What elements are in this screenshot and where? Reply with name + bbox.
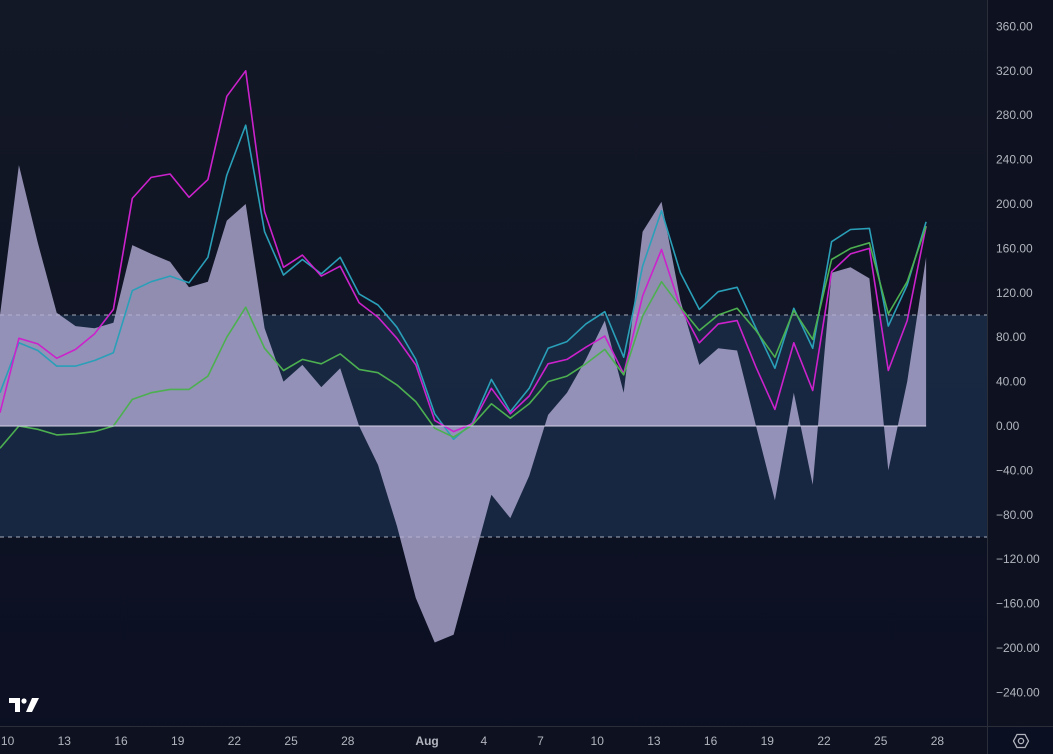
x-tick-label: Aug	[415, 734, 438, 748]
y-tick-label: 200.00	[996, 197, 1033, 211]
x-tick-label: 13	[647, 734, 661, 748]
y-tick-label: 160.00	[996, 241, 1033, 255]
x-tick-label: 7	[537, 734, 544, 748]
settings-icon[interactable]	[1012, 732, 1030, 750]
x-tick-label: 13	[58, 734, 72, 748]
x-tick-label: 25	[874, 734, 888, 748]
x-tick-label: 4	[480, 734, 487, 748]
series-line-2	[0, 70, 927, 433]
price-axis[interactable]	[987, 0, 1053, 726]
y-tick-label: −200.00	[996, 641, 1040, 655]
x-tick-label: 25	[284, 734, 298, 748]
x-tick-label: 10	[591, 734, 605, 748]
y-tick-label: 120.00	[996, 286, 1033, 300]
y-tick-label: −80.00	[996, 508, 1033, 522]
area-series	[0, 165, 927, 643]
y-tick-label: −40.00	[996, 463, 1033, 477]
y-tick-label: −120.00	[996, 552, 1040, 566]
y-tick-label: 0.00	[996, 419, 1020, 433]
time-axis[interactable]	[0, 727, 987, 754]
series-line-3	[0, 225, 927, 449]
x-tick-label: 22	[228, 734, 242, 748]
x-tick-label: 19	[171, 734, 185, 748]
y-tick-label: −240.00	[996, 685, 1040, 699]
x-tick-label: 16	[704, 734, 718, 748]
y-tick-label: 240.00	[996, 153, 1033, 167]
y-tick-label: −160.00	[996, 597, 1040, 611]
x-tick-label: 28	[341, 734, 355, 748]
y-tick-label: 280.00	[996, 108, 1033, 122]
x-tick-label: 28	[931, 734, 945, 748]
y-tick-label: 40.00	[996, 375, 1026, 389]
x-tick-label: 16	[114, 734, 128, 748]
x-tick-label: 22	[817, 734, 831, 748]
x-tick-label: 10	[1, 734, 15, 748]
y-tick-label: 80.00	[996, 330, 1026, 344]
tradingview-logo-icon[interactable]	[8, 696, 40, 714]
y-tick-label: 320.00	[996, 64, 1033, 78]
y-tick-label: 360.00	[996, 19, 1033, 33]
x-tick-label: 19	[761, 734, 775, 748]
